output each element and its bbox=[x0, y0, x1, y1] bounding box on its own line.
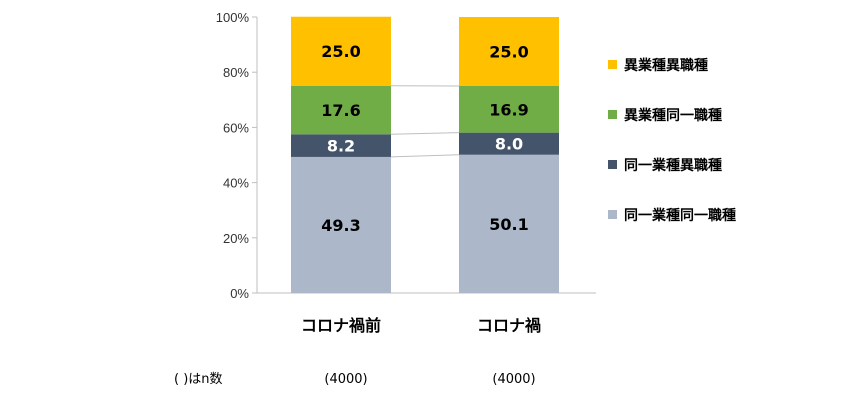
data-label: 8.0 bbox=[495, 135, 523, 154]
bar-segment bbox=[291, 156, 391, 293]
y-tick-label: 20% bbox=[223, 231, 249, 246]
data-label: 25.0 bbox=[321, 42, 360, 61]
data-label: 49.3 bbox=[321, 216, 360, 235]
sample-size: (4000) bbox=[492, 372, 535, 387]
legend-swatch bbox=[608, 60, 617, 69]
series-connector-line bbox=[390, 154, 460, 158]
series-connector-line bbox=[390, 132, 460, 135]
bar-segment bbox=[459, 17, 559, 86]
bar-segment bbox=[459, 132, 559, 155]
data-label: 50.1 bbox=[489, 215, 528, 234]
bars: 49.3 8.2 17.6 25.0 50.1 8.0 16.9 25.0 bbox=[291, 16, 559, 293]
data-label: 17.6 bbox=[321, 101, 360, 120]
sample-size-row: ( )はn数 (4000) (4000) bbox=[174, 372, 536, 387]
bar-segment bbox=[291, 134, 391, 157]
sample-note: ( )はn数 bbox=[174, 372, 223, 387]
category-label: コロナ禍 bbox=[477, 316, 541, 335]
legend-label: 同一業種異職種 bbox=[624, 157, 722, 174]
legend-swatch bbox=[608, 160, 617, 169]
bar-segment bbox=[291, 16, 391, 86]
y-tick-label: 60% bbox=[223, 120, 249, 135]
bar-segment bbox=[459, 154, 559, 293]
legend-swatch bbox=[608, 110, 617, 119]
legend-label: 異業種異職種 bbox=[624, 57, 708, 74]
data-label: 16.9 bbox=[489, 100, 528, 119]
bar-segment bbox=[291, 85, 391, 135]
data-label: 8.2 bbox=[327, 137, 355, 156]
sample-size: (4000) bbox=[324, 372, 367, 387]
legend-label: 同一業種同一職種 bbox=[624, 207, 736, 224]
data-label: 25.0 bbox=[489, 43, 528, 62]
y-tick-label: 100% bbox=[216, 10, 250, 25]
category-labels: コロナ禍前 コロナ禍 bbox=[301, 316, 541, 335]
y-tick-label: 0% bbox=[230, 286, 249, 301]
legend-label: 異業種同一職種 bbox=[624, 107, 722, 124]
y-tick-label: 40% bbox=[223, 176, 249, 191]
series-connector-lines bbox=[390, 85, 460, 158]
y-tick-label: 80% bbox=[223, 65, 249, 80]
category-label: コロナ禍前 bbox=[301, 316, 381, 335]
legend-swatch bbox=[608, 210, 617, 219]
bar-segment bbox=[459, 86, 559, 133]
